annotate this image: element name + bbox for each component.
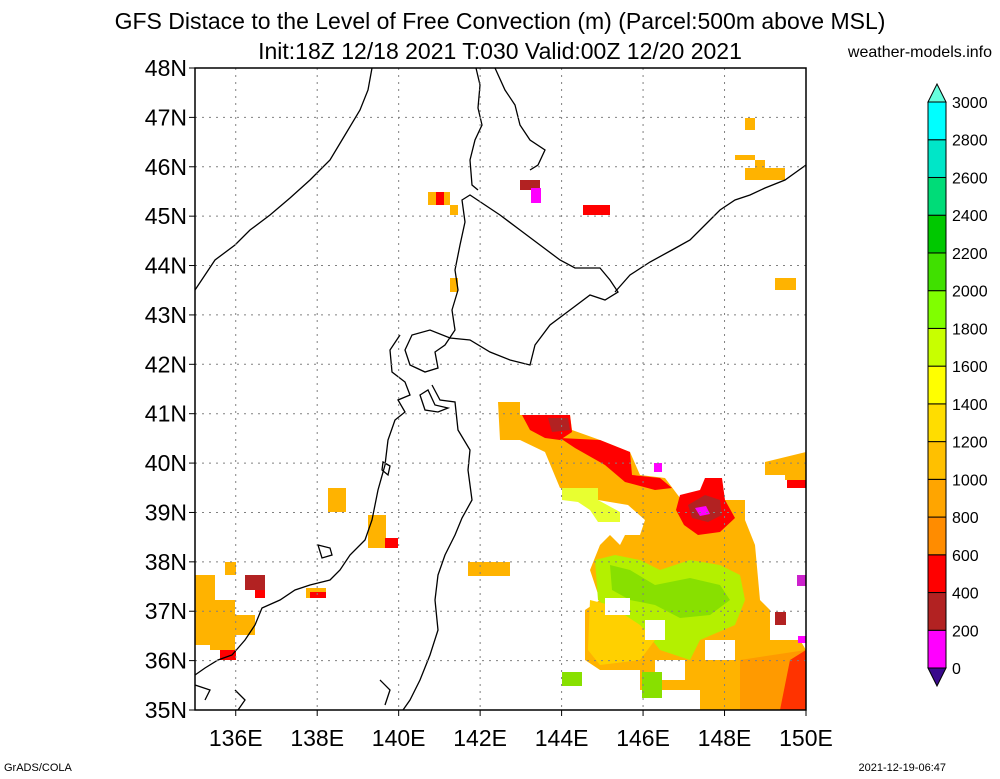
colorbar-label-2600: 2600: [952, 170, 988, 187]
coast-hokkaido: [404, 194, 619, 373]
colorbar-label-2000: 2000: [952, 284, 988, 301]
lat-label-36N: 36N: [145, 648, 187, 674]
map-subtitle: Init:18Z 12/18 2021 T:030 Valid:00Z 12/2…: [258, 38, 742, 64]
colorbar-segment-11: [927, 214, 947, 254]
lat-label-35N: 35N: [145, 697, 187, 723]
lfc-region-green-core: [610, 565, 730, 618]
lfc-ring-core: [695, 506, 710, 516]
lon-label-142E: 142E: [453, 725, 507, 751]
lon-label-148E: 148E: [698, 725, 752, 751]
graticule: [189, 67, 807, 716]
colorbar-label-1200: 1200: [952, 435, 988, 452]
colorbar-label-1400: 1400: [952, 397, 988, 414]
lon-label-146E: 146E: [616, 725, 670, 751]
lfc-corner-red: [780, 650, 806, 710]
lfc-east-brown: [775, 612, 786, 625]
coast-kurils: [614, 164, 807, 293]
lat-label-43N: 43N: [145, 302, 187, 328]
colorbar: [927, 82, 947, 688]
lat-label-46N: 46N: [145, 154, 187, 180]
colorbar-label-400: 400: [952, 586, 979, 603]
lon-label-136E: 136E: [209, 725, 263, 751]
lat-label-38N: 38N: [145, 549, 187, 575]
lfc-east-magenta: [797, 575, 806, 586]
lat-label-42N: 42N: [145, 351, 187, 377]
colorbar-labels: 0 200 400 600 800 1000 1200 1400 1600 1800 2000 220…: [952, 95, 988, 678]
colorbar-segment-4: [927, 478, 947, 518]
lon-label-150E: 150E: [779, 725, 833, 751]
colorbar-label-1600: 1600: [952, 359, 988, 376]
colorbar-label-2200: 2200: [952, 246, 988, 263]
footer-timestamp: 2021-12-19-06:47: [858, 762, 946, 774]
lat-label-40N: 40N: [145, 450, 187, 476]
coast-islands-south: [194, 679, 391, 711]
lfc-shading: [195, 118, 806, 710]
lfc-strip-yellow: [562, 488, 620, 522]
lat-label-39N: 39N: [145, 499, 187, 525]
lfc-region-southeast: [498, 402, 806, 710]
coast-honshu-west: [194, 334, 411, 676]
coast-tohoku-peninsula: [419, 389, 451, 413]
lfc-east-red: [787, 480, 806, 488]
map-title: GFS Distace to the Level of Free Convect…: [114, 8, 886, 34]
colorbar-label-600: 600: [952, 548, 979, 565]
lfc-holes: [605, 598, 735, 680]
lfc-band-red: [522, 415, 672, 490]
lat-label-48N: 48N: [145, 55, 187, 81]
colorbar-label-1800: 1800: [952, 321, 988, 338]
lat-axis-labels: 35N 36N 37N 38N 39N 40N 41N 42N 43N 44N 45N 46N 47N 4…: [145, 55, 187, 723]
lfc-east-cells: [765, 452, 806, 480]
colorbar-label-1000: 1000: [952, 472, 988, 489]
colorbar-segment-14: [927, 101, 947, 141]
colorbar-segment-6: [927, 403, 947, 443]
lat-label-41N: 41N: [145, 401, 187, 427]
coast-sakhalin: [469, 67, 546, 191]
colorbar-segment-2: [927, 554, 947, 594]
colorbar-max-arrow: [927, 82, 947, 103]
lfc-band-brown: [548, 418, 570, 432]
colorbar-label-0: 0: [952, 661, 961, 678]
colorbar-segment-13: [927, 139, 947, 178]
lat-label-45N: 45N: [145, 203, 187, 229]
lon-label-140E: 140E: [372, 725, 426, 751]
colorbar-label-3000: 3000: [952, 95, 988, 112]
coastlines: [194, 67, 807, 711]
coast-sado: [381, 460, 391, 477]
lfc-cells-green: [562, 672, 662, 698]
map-frame: [194, 67, 807, 711]
coast-noto: [317, 544, 333, 559]
lfc-region-yellow: [588, 600, 655, 665]
colorbar-segment-8: [927, 327, 947, 367]
colorbar-label-2400: 2400: [952, 208, 988, 225]
colorbar-segment-7: [927, 365, 947, 405]
coast-honshu-east: [402, 384, 473, 711]
lon-label-138E: 138E: [290, 725, 344, 751]
colorbar-segment-12: [927, 176, 947, 216]
colorbar-segment-9: [927, 290, 947, 329]
lon-label-144E: 144E: [535, 725, 589, 751]
colorbar-segment-1: [927, 592, 947, 631]
colorbar-segment-5: [927, 441, 947, 480]
colorbar-segment-10: [927, 252, 947, 292]
colorbar-segment-3: [927, 516, 947, 556]
colorbar-label-200: 200: [952, 623, 979, 640]
lat-label-47N: 47N: [145, 104, 187, 130]
footer-software: GrADS/COLA: [4, 762, 72, 774]
lon-axis-labels: 136E 138E 140E 142E 144E 146E 148E 150E: [209, 725, 833, 751]
colorbar-segment-0: [927, 629, 947, 669]
coast-mainland: [194, 67, 373, 291]
colorbar-min-arrow: [927, 667, 947, 688]
colorbar-label-800: 800: [952, 510, 979, 527]
site-credit: weather-models.info: [847, 44, 992, 61]
lat-label-37N: 37N: [145, 598, 187, 624]
colorbar-label-2800: 2800: [952, 133, 988, 150]
lat-label-44N: 44N: [145, 253, 187, 279]
lfc-cells-brown: [245, 180, 540, 590]
